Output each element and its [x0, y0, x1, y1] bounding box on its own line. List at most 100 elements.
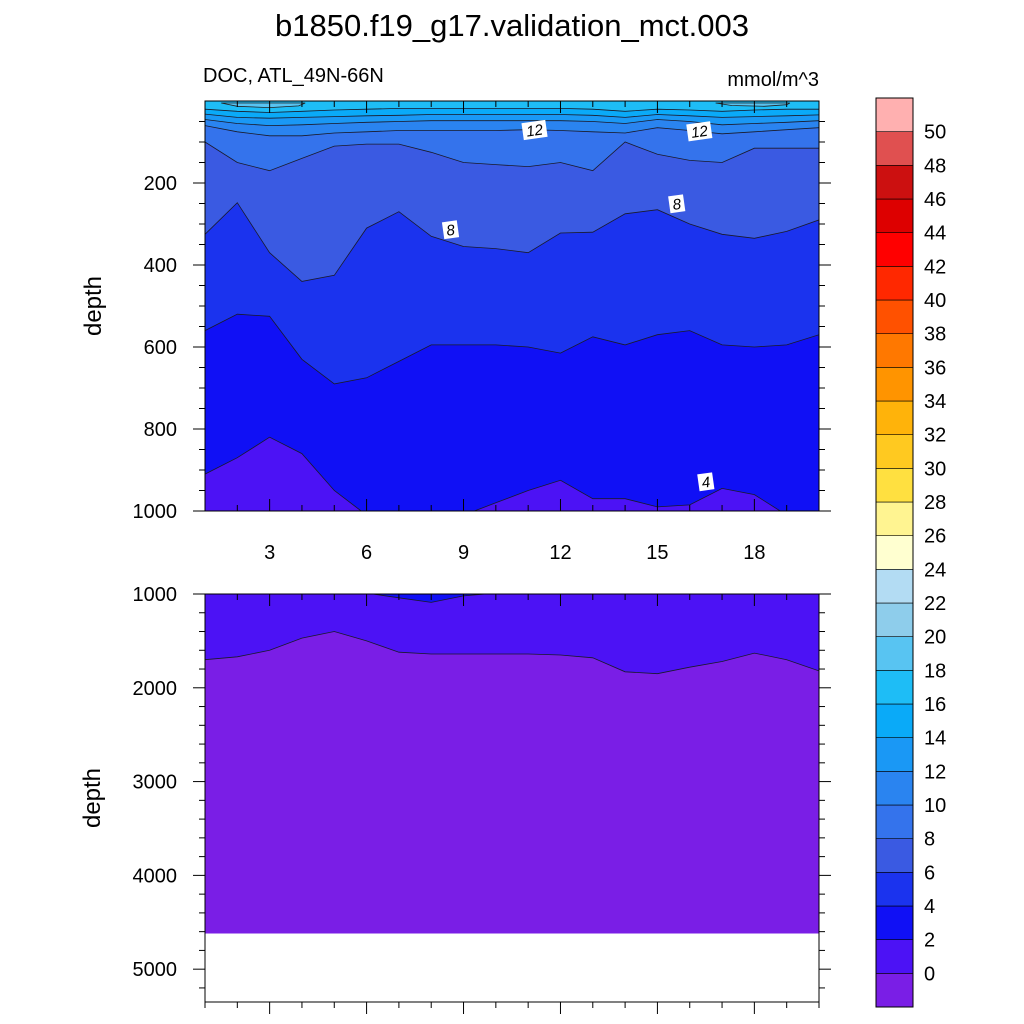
- colorbar-box: [875, 973, 914, 1008]
- colorbar-box: [875, 299, 914, 334]
- y-tick-label: 1000: [133, 501, 178, 523]
- colorbar-box: [875, 569, 914, 604]
- y-tick-label: 600: [144, 337, 177, 359]
- x-tick-label: 18: [743, 542, 765, 564]
- contour-line-14: [205, 119, 819, 127]
- contour-line-16: [205, 113, 819, 119]
- colorbar-label: 0: [924, 963, 935, 985]
- contour-label-bg: [521, 119, 548, 141]
- colorbar: 0246810121416182022242628303234363840424…: [875, 97, 946, 1008]
- colorbar-label: 42: [924, 256, 946, 278]
- colorbar-label: 36: [924, 357, 946, 379]
- colorbar-label: 40: [924, 290, 946, 312]
- colorbar-box: [875, 737, 914, 772]
- contour-label-text: 12: [690, 123, 710, 142]
- contour-label-3: 8: [441, 220, 460, 240]
- colorbar-label: 12: [924, 761, 946, 783]
- contour-patch-20: [715, 102, 791, 107]
- upper-axis-ticks: 3 6 9 12 15 18 200 400 600 800 1000: [133, 101, 831, 564]
- colorbar-label: 16: [924, 694, 946, 716]
- colorbar-box: [875, 872, 914, 907]
- upper-contour-fills: [205, 101, 819, 511]
- colorbar-label: 50: [924, 122, 946, 144]
- colorbar-box: [875, 232, 914, 267]
- colorbar-box: [875, 97, 914, 132]
- contour-label-bg: [668, 194, 686, 214]
- x-tick-label: 9: [458, 542, 469, 564]
- contour-band-4: [205, 314, 819, 511]
- x-tick-label: 3: [264, 542, 275, 564]
- contour-line-18: [205, 108, 819, 113]
- colorbar-label: 18: [924, 660, 946, 682]
- colorbar-box: [875, 905, 914, 940]
- colorbar-label: 44: [924, 223, 946, 245]
- units-label: mmol/m^3: [727, 69, 819, 91]
- contour-line-6: [205, 313, 819, 385]
- colorbar-label: 20: [924, 627, 946, 649]
- y-tick-label: 5000: [133, 959, 178, 981]
- colorbar-box: [875, 165, 914, 200]
- lower-plot-frame: [204, 593, 820, 1003]
- colorbar-frame: [875, 97, 914, 1008]
- contour-label-4: 4: [697, 472, 715, 492]
- colorbar-box: [875, 400, 914, 435]
- contour-line-2: [205, 631, 819, 675]
- x-tick-label: 15: [646, 542, 668, 564]
- colorbar-box: [875, 131, 914, 166]
- colorbar-label: 34: [924, 391, 946, 413]
- colorbar-box: [875, 703, 914, 738]
- colorbar-label: 26: [924, 526, 946, 548]
- colorbar-label: 48: [924, 155, 946, 177]
- left-subtitle: DOC, ATL_49N-66N: [203, 65, 384, 87]
- colorbar-box: [875, 939, 914, 974]
- x-tick-label: 12: [549, 542, 571, 564]
- contour-label-text: 8: [672, 196, 683, 214]
- colorbar-label: 30: [924, 458, 946, 480]
- colorbar-box: [875, 333, 914, 368]
- upper-panel: 12 12 8 8 4 3 6 9 12 15 18 200 400 600 800 1000 depth: [80, 100, 831, 564]
- bathymetry-mask: [205, 933, 819, 1002]
- colorbar-label: 10: [924, 795, 946, 817]
- contour-line-10: [205, 141, 819, 172]
- y-tick-label: 200: [144, 173, 177, 195]
- colorbar-label: 22: [924, 593, 946, 615]
- y-tick-label: 4000: [133, 865, 178, 887]
- y-tick-label: 2000: [133, 678, 178, 700]
- colorbar-box: [875, 434, 914, 469]
- colorbar-box: [875, 602, 914, 637]
- contour-label-2: 8: [668, 194, 686, 214]
- lower-contour-fills: [205, 594, 819, 1002]
- lower-y-axis-label: depth: [79, 768, 106, 828]
- colorbar-box: [875, 266, 914, 301]
- contour-label-text: 12: [525, 121, 545, 140]
- colorbar-label: 24: [924, 559, 946, 581]
- colorbar-box: [875, 468, 914, 503]
- contour-label-1: 12: [686, 121, 713, 142]
- upper-contour-lines: [205, 108, 819, 511]
- colorbar-label: 2: [924, 930, 935, 952]
- colorbar-label: 4: [924, 896, 935, 918]
- contour-line-8: [205, 202, 819, 282]
- colorbar-box: [875, 771, 914, 806]
- x-tick-label: 6: [361, 542, 372, 564]
- y-tick-label: 3000: [133, 772, 178, 794]
- contour-label-text: 4: [701, 474, 712, 492]
- upper-y-axis-label: depth: [80, 276, 107, 336]
- colorbar-label: 28: [924, 492, 946, 514]
- colorbar-label: 38: [924, 324, 946, 346]
- colorbar-label: 8: [924, 829, 935, 851]
- y-tick-label: 800: [144, 419, 177, 441]
- contour-label-bg: [686, 121, 713, 142]
- contour-label-bg: [441, 220, 460, 240]
- colorbar-box: [875, 670, 914, 705]
- contour-label-text: 8: [445, 222, 456, 240]
- colorbar-box: [875, 535, 914, 570]
- contour-line-4: [205, 436, 781, 511]
- colorbar-box: [875, 838, 914, 873]
- colorbar-box: [875, 367, 914, 402]
- colorbar-box: [875, 804, 914, 839]
- contour-band-0: [205, 631, 819, 934]
- y-tick-label: 1000: [133, 584, 178, 606]
- colorbar-box: [875, 198, 914, 233]
